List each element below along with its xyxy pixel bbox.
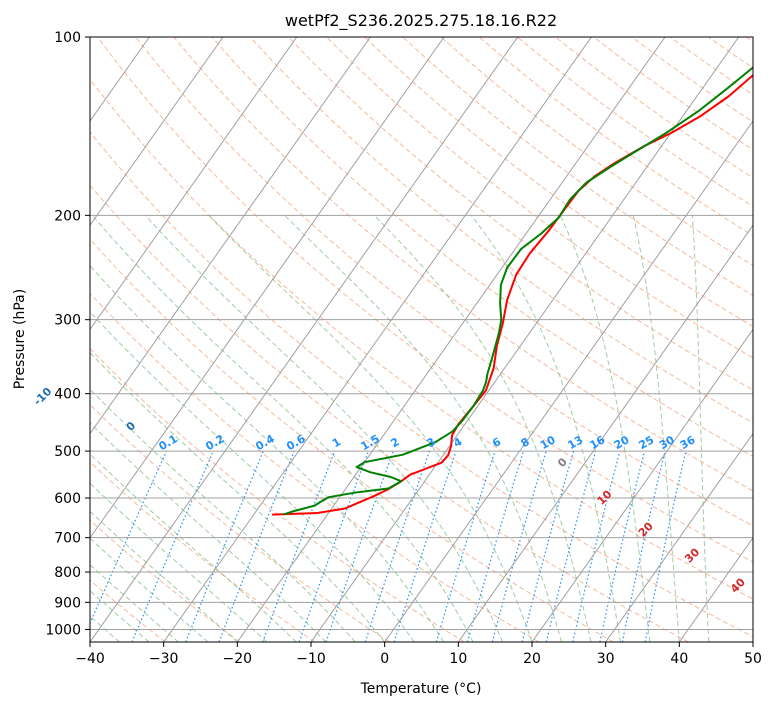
y-tick-label: 100	[54, 30, 81, 46]
mixing-ratio-line	[90, 450, 168, 625]
mixing-ratio-line	[521, 450, 575, 642]
isotherm-line	[457, 224, 753, 642]
moist-adiabat-line	[632, 215, 680, 642]
dry-adiabat-line	[90, 184, 689, 642]
mixing-ratio-line	[435, 450, 496, 642]
isotherm-line	[90, 37, 298, 331]
x-tick-label: −30	[149, 651, 179, 667]
isotherm-line	[531, 328, 753, 642]
y-tick-label: 800	[54, 565, 81, 581]
dry-adiabat-line	[90, 403, 390, 642]
mixing-ratio-line	[262, 450, 336, 642]
moist-adiabat-line	[90, 388, 356, 642]
moist-adiabat-line	[90, 311, 415, 642]
x-tick-label: 20	[523, 651, 541, 667]
dry-adiabat-line	[90, 238, 614, 642]
mixing-ratio-line	[599, 450, 646, 642]
isotherm-line	[163, 37, 592, 642]
dry-adiabat-line	[90, 461, 315, 642]
dry-adiabat-line	[326, 37, 753, 359]
moist-adiabat-line	[90, 510, 238, 642]
x-tick-label: 10	[449, 651, 467, 667]
isotherm-line	[90, 37, 519, 642]
moist-adiabat-line	[691, 215, 710, 642]
profile-series-1	[282, 66, 753, 516]
x-tick-label: −10	[296, 651, 326, 667]
mixing-ratio-line	[364, 450, 431, 642]
x-tick-label: 50	[744, 651, 762, 667]
moist-adiabat-line	[373, 214, 592, 642]
x-tick-label: −20	[223, 651, 253, 667]
moist-adiabat-line	[90, 482, 268, 642]
x-axis-label: Temperature (°C)	[360, 681, 482, 697]
x-tick-label: 30	[597, 651, 615, 667]
y-tick-label: 600	[54, 491, 81, 507]
moist-adiabat-line	[470, 214, 621, 642]
y-axis-label: Pressure (hPa)	[12, 289, 28, 389]
moist-adiabat-line	[90, 590, 150, 642]
isotherm-line	[90, 37, 445, 539]
moist-adiabat-line	[208, 214, 533, 642]
isotherm-line	[384, 120, 753, 642]
y-tick-label: 1000	[45, 622, 81, 638]
isotherm-line	[678, 536, 753, 642]
moist-adiabat-line	[90, 264, 445, 642]
y-tick-label: 900	[54, 595, 81, 611]
mixing-ratio-line	[185, 450, 264, 642]
mixing-ratio-line	[298, 450, 370, 642]
y-tick-label: 200	[54, 208, 81, 224]
x-tick-label: 0	[380, 651, 389, 667]
dry-adiabat-line	[173, 37, 753, 492]
axes: −40 −30 −20 −10 0 10 20 30 40 50 100 200 300 400 500 60…	[45, 30, 762, 667]
mixing-ratio-line	[218, 450, 295, 642]
dry-adiabat-line	[90, 292, 540, 642]
plot-frame	[89, 36, 754, 643]
isotherm-line	[90, 37, 224, 227]
isotherm-line	[605, 432, 753, 642]
y-tick-label: 700	[54, 531, 81, 547]
moist-adiabat-line	[144, 214, 503, 642]
mixing-ratio-line	[572, 450, 621, 642]
mixing-ratio-line	[466, 450, 525, 642]
dry-adiabat-line	[287, 37, 753, 391]
mixing-ratio-line	[545, 450, 597, 642]
x-tick-label: −40	[75, 651, 105, 667]
y-tick-label: 500	[54, 444, 81, 460]
y-tick-label: 300	[54, 313, 81, 329]
dry-adiabat-line	[90, 78, 753, 600]
moist-adiabat-line	[284, 214, 562, 642]
dry-adiabat-line	[90, 131, 753, 638]
isotherm-line	[236, 37, 666, 642]
y-tick-label: 400	[54, 387, 81, 403]
moist-adiabat-line	[559, 215, 651, 642]
chart-title: wetPf2_S236.2025.275.18.16.R22	[285, 11, 557, 31]
isotherm-line	[90, 37, 371, 435]
moist-adiabat-line	[90, 537, 209, 642]
moist-adiabat-line	[92, 214, 474, 642]
moist-adiabat-line	[90, 422, 327, 642]
moist-adiabat-line	[90, 564, 179, 642]
mixing-ratio-line	[621, 450, 666, 642]
plot-area	[90, 37, 753, 642]
x-tick-label: 40	[670, 651, 688, 667]
isotherm-line	[310, 37, 740, 642]
dry-adiabat-line	[90, 579, 166, 642]
dry-adiabat-line	[97, 37, 753, 563]
dry-adiabat-line	[135, 37, 753, 527]
